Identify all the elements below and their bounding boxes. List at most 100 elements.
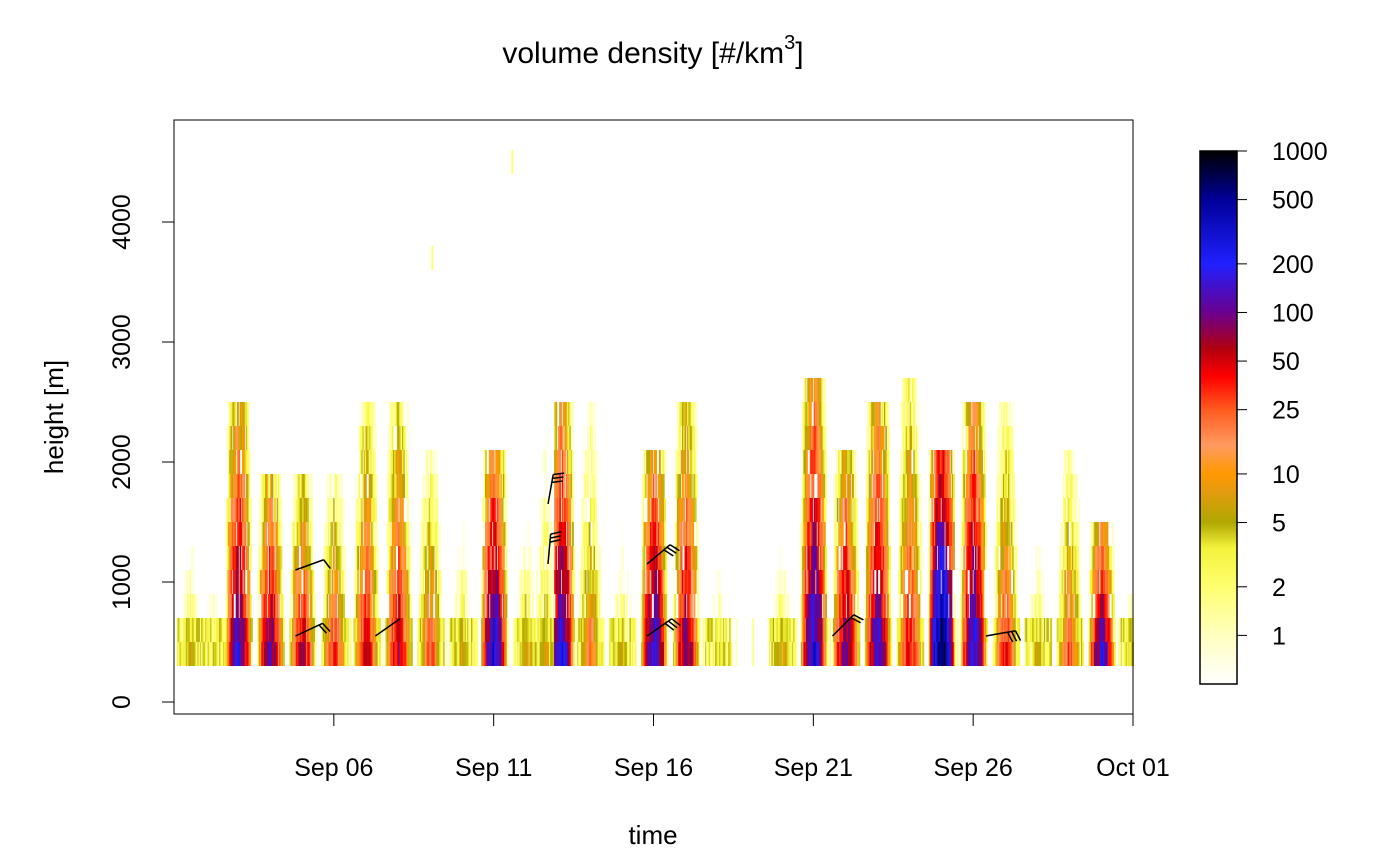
heatmap-cell	[326, 594, 328, 618]
heatmap-cell	[311, 546, 313, 570]
heatmap-cell	[872, 522, 874, 546]
heatmap-cell	[875, 498, 877, 522]
heatmap-cell	[1114, 642, 1116, 666]
heatmap-cell	[228, 498, 230, 522]
heatmap-cell	[948, 450, 950, 474]
heatmap-cell	[247, 546, 249, 570]
heatmap-cell	[919, 474, 921, 498]
heatmap-cell	[440, 570, 442, 594]
heatmap-cell	[248, 570, 250, 594]
heatmap-cell	[199, 594, 201, 618]
heatmap-cell	[995, 594, 997, 618]
heatmap-cell	[329, 570, 331, 594]
heatmap-cell	[573, 642, 575, 666]
heatmap-cell	[649, 498, 651, 522]
heatmap-cell	[553, 594, 555, 618]
heatmap-cell	[504, 450, 506, 474]
heatmap-cell	[976, 426, 978, 450]
heatmap-cell	[549, 498, 551, 522]
heatmap-cell	[481, 522, 483, 546]
heatmap-cell	[357, 570, 359, 594]
heatmap-cell	[408, 474, 410, 498]
colorbar-tick-label: 500	[1272, 187, 1314, 215]
heatmap-cell	[986, 618, 988, 642]
heatmap-cell	[1004, 594, 1006, 618]
heatmap-cell	[837, 498, 839, 522]
heatmap-cell	[443, 618, 445, 642]
heatmap-cell	[1036, 546, 1038, 570]
heatmap-cell	[545, 450, 547, 474]
heatmap-cell	[919, 402, 921, 426]
heatmap-cell	[283, 642, 285, 666]
heatmap-cell	[379, 618, 381, 642]
heatmap-cell	[498, 474, 500, 498]
heatmap-cell	[564, 522, 566, 546]
heatmap-cell	[954, 594, 956, 618]
heatmap-cell	[650, 594, 652, 618]
heatmap-cell	[954, 618, 956, 642]
heatmap-cell	[341, 546, 343, 570]
heatmap-cell	[985, 546, 987, 570]
heatmap-cell	[844, 474, 846, 498]
heatmap-cell	[910, 378, 912, 402]
heatmap-cell	[569, 498, 571, 522]
heatmap-cell	[731, 642, 733, 666]
heatmap-cell	[966, 426, 968, 450]
heatmap-cell	[431, 246, 433, 270]
heatmap-cell	[997, 546, 999, 570]
heatmap-cell	[271, 498, 273, 522]
heatmap-cell	[505, 522, 507, 546]
heatmap-cell	[234, 522, 236, 546]
colorbar-tick-label: 1000	[1272, 138, 1328, 166]
heatmap-cell	[1062, 450, 1064, 474]
heatmap-cell	[596, 522, 598, 546]
x-tick-label: Oct 01	[1096, 754, 1170, 782]
heatmap-cell	[344, 546, 346, 570]
heatmap-cell	[305, 522, 307, 546]
heatmap-cell	[887, 522, 889, 546]
heatmap-cell	[919, 450, 921, 474]
heatmap-cell	[369, 570, 371, 594]
heatmap-cell	[842, 522, 844, 546]
heatmap-cell	[889, 594, 891, 618]
y-tick-label: 4000	[108, 194, 136, 250]
heatmap-cell	[1114, 618, 1116, 642]
heatmap-cell	[963, 474, 965, 498]
heatmap-cell	[692, 522, 694, 546]
heatmap-cell	[357, 402, 359, 426]
heatmap-cell	[375, 498, 377, 522]
heatmap-cell	[274, 498, 276, 522]
colorbar-tick-label: 2	[1272, 574, 1286, 602]
heatmap-cell	[986, 642, 988, 666]
heatmap-cell	[564, 594, 566, 618]
heatmap-cell	[696, 402, 698, 426]
heatmap-cell	[622, 522, 624, 546]
heatmap-cell	[209, 594, 211, 618]
heatmap-cell	[679, 426, 681, 450]
heatmap-cell	[696, 450, 698, 474]
heatmap-cell	[997, 498, 999, 522]
heatmap-cell	[592, 402, 594, 426]
heatmap-cell	[420, 570, 422, 594]
heatmap-cell	[883, 426, 885, 450]
heatmap-cell	[282, 594, 284, 618]
heatmap-cell	[856, 474, 858, 498]
heatmap-cell	[243, 546, 245, 570]
heatmap-cell	[505, 498, 507, 522]
heatmap-cell	[805, 570, 807, 594]
heatmap-cell	[403, 450, 405, 474]
heatmap-cell	[232, 594, 234, 618]
heatmap-cell	[463, 546, 465, 570]
heatmap-cell	[931, 450, 933, 474]
colorbar-tick-label: 1	[1272, 622, 1286, 650]
heatmap-cell	[903, 570, 905, 594]
heatmap-cell	[459, 546, 461, 570]
heatmap-cell	[335, 594, 337, 618]
heatmap-cell	[1072, 594, 1074, 618]
heatmap-cell	[259, 522, 261, 546]
heatmap-cell	[394, 546, 396, 570]
heatmap-cell	[266, 546, 268, 570]
heatmap-cell	[1128, 594, 1130, 618]
heatmap-cell	[371, 426, 373, 450]
heatmap-cell	[589, 450, 591, 474]
